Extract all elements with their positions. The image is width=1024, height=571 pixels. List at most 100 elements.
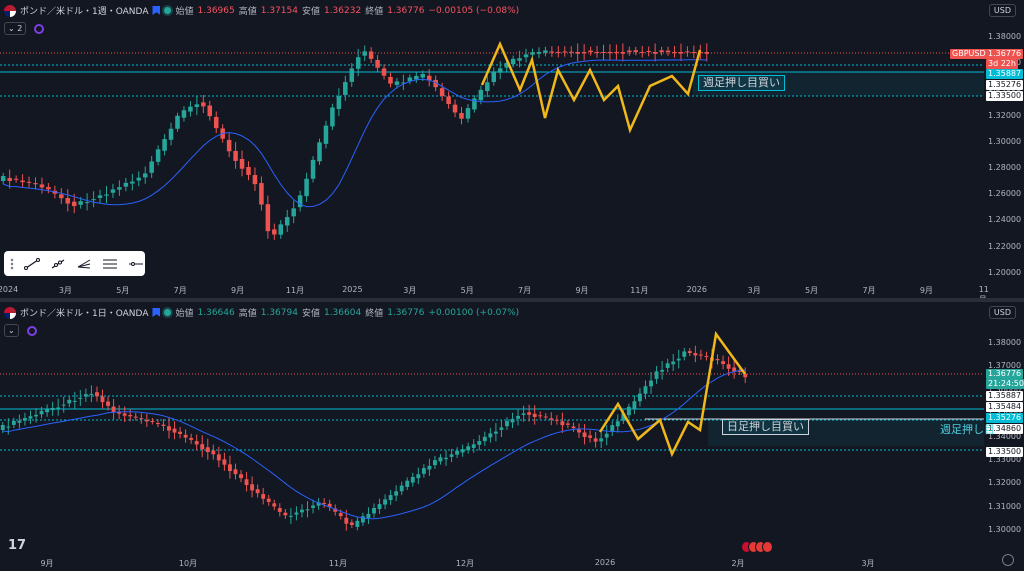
candle <box>288 515 293 517</box>
ray-icon[interactable] <box>50 258 66 270</box>
candle <box>200 444 205 450</box>
candle <box>627 50 632 52</box>
drawing-toolbar <box>4 251 145 276</box>
candle <box>122 413 127 416</box>
economic-events[interactable] <box>741 541 773 553</box>
candle <box>111 406 116 413</box>
candle <box>452 104 458 113</box>
candle <box>46 187 51 190</box>
bookmark-icon[interactable] <box>152 308 161 317</box>
candle <box>78 397 83 399</box>
weekly-chart-canvas[interactable] <box>0 0 984 282</box>
indicator-icon[interactable] <box>34 23 45 34</box>
weekly-chart-pane[interactable]: ポンド／米ドル・1週・OANDA 始値 1.36965 高値 1.37154 安値 1… <box>0 0 1024 304</box>
time-tick-label: 11月 <box>630 286 649 295</box>
trend-line-icon[interactable] <box>24 257 40 270</box>
candle <box>621 413 626 421</box>
candle <box>0 425 5 430</box>
daily-buy-annotation[interactable]: 日足押し目買い <box>722 419 809 435</box>
price-tick-label: 1.34000 <box>988 431 1022 441</box>
candle <box>349 522 354 525</box>
candle <box>300 509 304 513</box>
candle <box>499 427 504 430</box>
candle <box>516 415 520 419</box>
daily-chart-canvas[interactable] <box>0 302 984 555</box>
time-tick-label: 11月 <box>328 559 348 568</box>
low-value: 1.36604 <box>323 307 362 318</box>
candle <box>84 202 90 204</box>
candle <box>383 499 388 505</box>
candle <box>407 77 413 82</box>
candle <box>175 115 180 129</box>
last-price-tag: 1.36776 <box>986 369 1024 379</box>
pane-divider[interactable] <box>0 298 1024 302</box>
candle <box>216 454 221 461</box>
close-value: 1.36776 <box>387 307 425 318</box>
daily-chart-pane[interactable]: ポンド／米ドル・1日・OANDA 始値 1.36646 高値 1.36794 安値 1… <box>0 302 1024 571</box>
time-tick-label: 2025 <box>342 285 363 294</box>
candle <box>95 392 99 397</box>
candle <box>737 370 742 372</box>
level-tag-3: 1.35276 <box>986 413 1024 423</box>
candle <box>691 52 697 53</box>
fib-icon[interactable] <box>102 258 118 270</box>
collapse-button[interactable]: ⌄ <box>4 324 19 337</box>
candle <box>698 354 703 356</box>
candle <box>477 441 482 445</box>
candle <box>381 68 387 76</box>
candle <box>110 189 116 193</box>
tradingview-logo[interactable]: 17 <box>8 538 27 553</box>
candle <box>188 106 193 112</box>
candle <box>646 51 651 53</box>
symbol-title[interactable]: ポンド／米ドル・1日・OANDA <box>20 309 149 319</box>
currency-button[interactable]: USD <box>988 306 1016 319</box>
level-tag-1: 1.35887 <box>986 391 1024 401</box>
candle <box>478 89 484 101</box>
collapse-button[interactable]: ⌄ 2 <box>4 22 27 35</box>
bookmark-icon[interactable] <box>152 6 161 15</box>
candle <box>20 180 25 183</box>
candle <box>444 457 448 460</box>
candle <box>330 107 335 127</box>
pitchfork-icon[interactable] <box>76 258 92 270</box>
candle <box>255 489 260 494</box>
time-tick-label: 9月 <box>231 286 245 295</box>
candle <box>233 150 238 161</box>
candle <box>26 181 32 183</box>
candle <box>336 96 342 110</box>
time-tick-label: 2024 <box>0 285 19 294</box>
level-tag-2: 1.35484 <box>986 402 1024 412</box>
symbol-title[interactable]: ポンド／米ドル・1週・OANDA <box>20 7 149 17</box>
weekly-buy-annotation-2[interactable]: 週足押し目 <box>940 423 995 436</box>
candle <box>577 429 581 433</box>
candle <box>455 450 460 455</box>
candle <box>704 52 710 54</box>
countdown-tag: 3d 22h <box>986 59 1018 69</box>
candle <box>239 474 243 479</box>
candle <box>682 351 687 357</box>
candle <box>594 52 600 53</box>
time-axis[interactable]: 9月 10月 11月 12月 2026 2月 3月 <box>0 555 984 571</box>
candle <box>310 159 316 179</box>
event-icon[interactable] <box>762 541 773 553</box>
indicator-icon[interactable] <box>26 325 37 336</box>
weekly-buy-annotation[interactable]: 週足押し目買い <box>698 75 785 91</box>
price-tick-label: 1.35000 <box>988 408 1021 417</box>
candle <box>672 51 677 53</box>
candle <box>620 52 626 54</box>
price-tick-label: 1.31000 <box>988 501 1022 511</box>
candle <box>201 102 206 107</box>
price-tick-label: 1.28000 <box>988 163 1022 172</box>
time-tick-label: 11月 <box>285 286 305 295</box>
candle <box>246 167 251 175</box>
time-axis[interactable]: 2024 3月 5月 7月 9月 11月 2025 3月 5月 7月 9月 11月 2026 3月 5月 7月… <box>0 282 989 304</box>
drag-handle-icon[interactable] <box>10 257 14 270</box>
candle <box>213 116 219 129</box>
currency-button[interactable]: USD <box>988 4 1016 17</box>
candle <box>65 198 71 204</box>
candle <box>207 105 213 117</box>
horizontal-ray-icon[interactable] <box>128 258 144 270</box>
settings-icon[interactable] <box>1002 554 1014 566</box>
time-tick-label: 9月 <box>40 559 54 568</box>
candle <box>349 68 355 82</box>
